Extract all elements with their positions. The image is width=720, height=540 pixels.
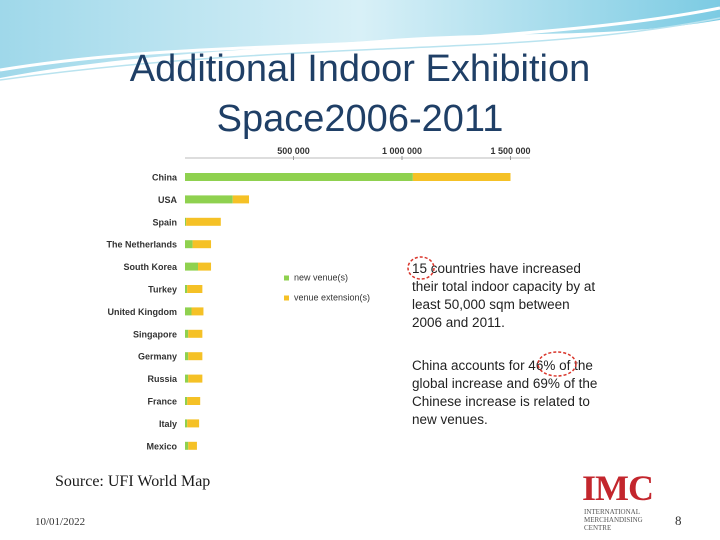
category-label: USA	[158, 195, 178, 205]
category-label: Turkey	[148, 285, 177, 295]
highlight-circle-46	[537, 351, 577, 377]
x-tick-label: 500 000	[277, 146, 310, 156]
bar-venue-extension	[188, 441, 197, 450]
title-line-2: Space2006-2011	[216, 98, 504, 140]
legend-swatch	[284, 295, 289, 301]
logo-sub-line-1: INTERNATIONAL	[584, 508, 640, 516]
source-caption: Source: UFI World Map	[55, 473, 211, 490]
annotation-line: 2006 and 2011.	[412, 315, 505, 330]
bar-venue-extension	[188, 329, 203, 338]
bar-venue-extension	[188, 352, 203, 361]
bar-new-venue	[185, 307, 192, 316]
logo-sub-line-2: MERCHANDISING CENTRE	[584, 516, 643, 532]
annotation-line: new venues.	[412, 412, 488, 427]
highlight-circle-15	[407, 256, 435, 280]
x-tick-label: 1 000 000	[382, 146, 422, 156]
bar-new-venue	[185, 419, 188, 428]
annotation-line: China accounts for 46% of the	[412, 358, 593, 373]
annotation-line: 15 countries have increased	[412, 261, 581, 276]
category-label: Germany	[138, 352, 177, 362]
page-number: 8	[675, 513, 682, 528]
bar-new-venue	[185, 240, 193, 249]
bar-venue-extension	[232, 195, 250, 204]
x-tick-label: 1 500 000	[490, 146, 530, 156]
legend-swatch	[284, 275, 289, 281]
annotation-line: their total indoor capacity by at	[412, 279, 595, 294]
bar-new-venue	[185, 262, 199, 271]
category-label: Russia	[147, 374, 178, 384]
bar-venue-extension	[412, 173, 511, 181]
bar-venue-extension	[198, 262, 212, 271]
bar-venue-extension	[191, 307, 204, 316]
bar-new-venue	[185, 374, 189, 383]
category-label: Singapore	[133, 329, 177, 339]
bar-venue-extension	[186, 217, 221, 226]
category-label: Mexico	[146, 441, 177, 451]
bar-venue-extension	[192, 240, 212, 249]
imc-logo: IMC INTERNATIONAL MERCHANDISING CENTRE	[582, 468, 668, 532]
annotation-countries: 15 countries have increased their total i…	[412, 261, 595, 330]
bar-venue-extension	[187, 419, 200, 428]
header-wave-decoration	[0, 0, 720, 81]
bar-new-venue	[185, 285, 188, 293]
bar-venue-extension	[187, 397, 201, 405]
legend-label: new venue(s)	[294, 273, 348, 283]
category-label: China	[152, 173, 178, 183]
logo-wordmark: IMC	[582, 468, 654, 508]
logo-subtitle: INTERNATIONAL MERCHANDISING CENTRE	[584, 508, 668, 532]
bar-new-venue	[185, 217, 187, 226]
category-label: South Korea	[123, 262, 177, 272]
chart-image: 500 000 1 000 000 1 500 000 China USA Spain Th…	[85, 145, 628, 457]
legend-label: venue extension(s)	[294, 293, 370, 303]
bar-new-venue	[185, 329, 189, 338]
category-label: The Netherlands	[106, 240, 177, 250]
annotation-line: Chinese increase is related to	[412, 394, 590, 409]
slide-date: 10/01/2022	[35, 516, 86, 528]
bar-new-venue	[185, 397, 188, 405]
annotation-line: least 50,000 sqm between	[412, 297, 570, 312]
slide-title: Additional Indoor Exhibition Space2006-2…	[80, 44, 640, 144]
bar-new-venue	[185, 441, 189, 450]
bar-venue-extension	[188, 374, 203, 383]
stacked-bar-chart: 500 000 1 000 000 1 500 000 China USA Spain Th…	[106, 146, 597, 451]
category-label: United Kingdom	[108, 307, 178, 317]
bar-new-venue	[185, 352, 189, 361]
bar-new-venue	[185, 195, 233, 204]
category-label: Italy	[159, 419, 177, 429]
category-label: Spain	[152, 217, 177, 227]
bar-venue-extension	[187, 285, 203, 293]
bar-new-venue	[185, 173, 413, 181]
category-label: France	[147, 397, 177, 407]
annotation-china: China accounts for 46% of the global incr…	[412, 358, 597, 427]
annotation-line: global increase and 69% of the	[412, 376, 597, 391]
title-line-1: Additional Indoor Exhibition	[129, 48, 591, 90]
